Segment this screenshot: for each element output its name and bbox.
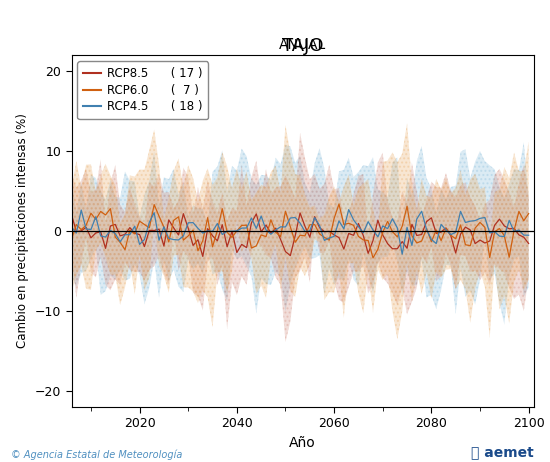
Text: ANUAL: ANUAL [279,38,326,52]
Text: Ⓜ aemet: Ⓜ aemet [471,446,534,460]
Text: © Agencia Estatal de Meteorología: © Agencia Estatal de Meteorología [11,449,183,460]
Y-axis label: Cambio en precipitaciones intensas (%): Cambio en precipitaciones intensas (%) [16,114,29,348]
Legend: RCP8.5      ( 17 ), RCP6.0      (  7 ), RCP4.5      ( 18 ): RCP8.5 ( 17 ), RCP6.0 ( 7 ), RCP4.5 ( 18… [78,61,208,119]
X-axis label: Año: Año [289,436,316,450]
Title: TAJO: TAJO [282,37,323,55]
